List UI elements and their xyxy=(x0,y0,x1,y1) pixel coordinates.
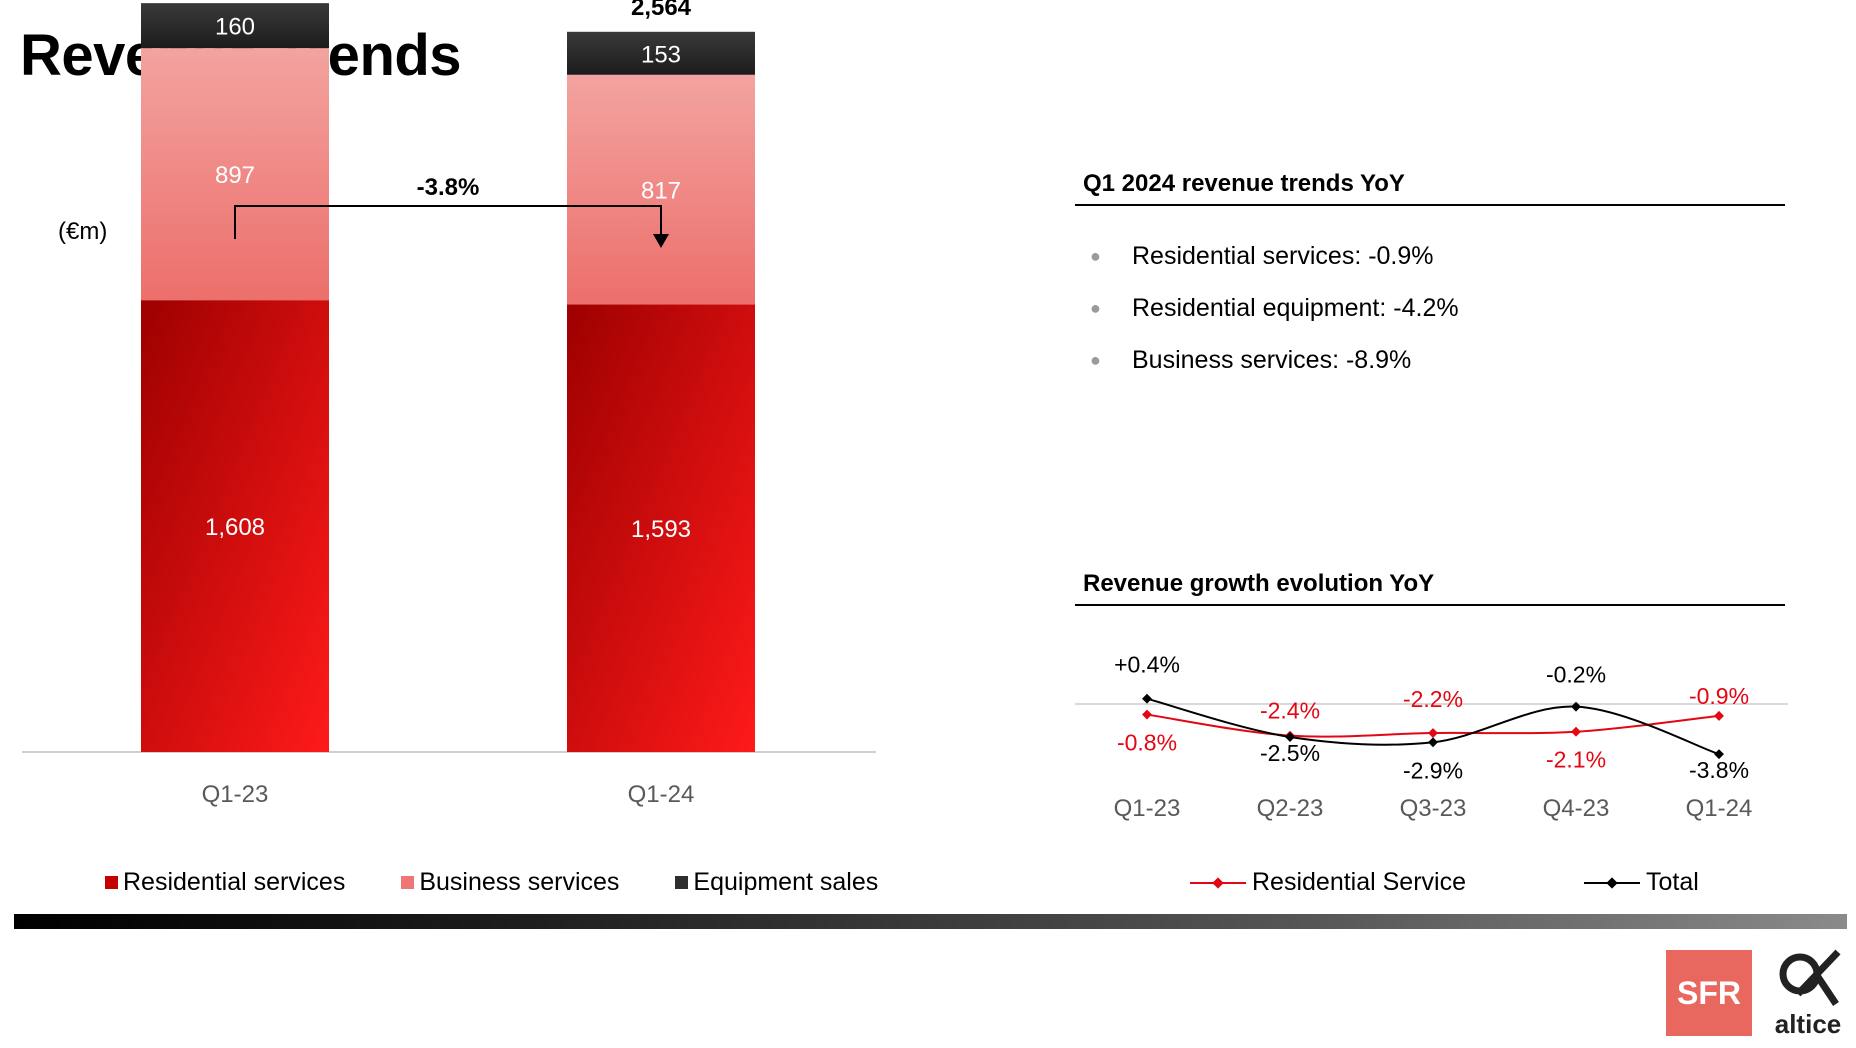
x-tick-label: Q4-23 xyxy=(1543,795,1610,822)
unit-label: (€m) xyxy=(58,218,107,245)
line-legend: Residential Service Total xyxy=(1190,868,1817,897)
data-label: 1,608 xyxy=(205,514,265,541)
bar-segment-residential xyxy=(567,304,755,752)
data-label: -2.4% xyxy=(1260,698,1320,724)
data-label: 897 xyxy=(215,162,255,189)
x-tick-label: Q1-24 xyxy=(1686,795,1753,822)
total-label: 2,564 xyxy=(631,0,692,21)
x-tick-label: Q3-23 xyxy=(1400,795,1467,822)
bar-legend: Residential services Business services E… xyxy=(105,868,934,897)
footer-gradient-bar xyxy=(14,914,1847,929)
data-label: -3.8% xyxy=(1689,757,1749,783)
change-arrow-icon xyxy=(653,234,669,248)
legend-swatch xyxy=(105,876,118,889)
growth-line-chart: -0.8% -2.4% -2.2% -2.1% -0.9% +0.4% -2.5% -2.9%… xyxy=(1075,652,1788,822)
legend-item-equipment: Equipment sales xyxy=(675,868,878,897)
data-label: 160 xyxy=(215,14,255,41)
growth-chart-title: Revenue growth evolution YoY xyxy=(1083,570,1435,597)
bullet-icon: ● xyxy=(1090,245,1101,266)
bar-segment-equipment xyxy=(567,31,755,75)
change-bracket xyxy=(234,205,662,239)
summary-bullets: ● Residential services: -0.9% ● Residentia… xyxy=(1090,230,1459,386)
data-point-marker xyxy=(1714,710,1724,721)
stacked-bar-chart: (€m)1,6088971602,665Q1-231,5938171532,56… xyxy=(22,0,876,808)
data-point-marker xyxy=(1571,726,1581,737)
data-point-marker xyxy=(1428,728,1438,738)
x-tick-label: Q1-23 xyxy=(1114,795,1181,822)
bullet-item: ● Business services: -8.9% xyxy=(1090,345,1412,374)
bar-segment-business xyxy=(141,48,329,301)
data-label: -0.2% xyxy=(1546,662,1606,688)
legend-item-residential: Residential services xyxy=(105,868,345,897)
data-label: -2.9% xyxy=(1403,757,1463,783)
data-label: -2.2% xyxy=(1403,686,1463,712)
data-point-marker xyxy=(1142,693,1152,704)
x-tick-label: Q1-23 xyxy=(202,781,269,808)
data-label: 817 xyxy=(641,178,681,205)
data-point-marker xyxy=(1714,749,1724,760)
data-label: +0.4% xyxy=(1114,652,1180,678)
bar-segment-equipment xyxy=(141,3,329,49)
legend-item-residential-service: Residential Service xyxy=(1190,868,1466,897)
legend-swatch xyxy=(675,876,689,889)
bullet-item: ● Residential services: -0.9% xyxy=(1090,241,1434,270)
x-tick-label: Q2-23 xyxy=(1257,795,1324,822)
data-label: 1,593 xyxy=(631,516,691,543)
legend-line-red-icon xyxy=(1190,876,1246,889)
data-label: -2.5% xyxy=(1260,740,1320,766)
summary-rule xyxy=(1075,204,1785,206)
legend-item-business: Business services xyxy=(401,868,619,897)
altice-symbol-icon xyxy=(1779,949,1841,1006)
data-label: -2.1% xyxy=(1546,747,1606,773)
altice-logo: altice xyxy=(1768,948,1848,1040)
legend-line-black-icon xyxy=(1584,876,1640,889)
bullet-icon: ● xyxy=(1090,349,1101,370)
data-point-marker xyxy=(1428,737,1438,748)
data-point-marker xyxy=(1285,732,1295,742)
data-point-marker xyxy=(1571,701,1581,712)
x-tick-label: Q1-24 xyxy=(628,781,695,808)
bar-segment-business xyxy=(567,74,755,305)
bullet-item: ● Residential equipment: -4.2% xyxy=(1090,293,1459,322)
data-label: -0.8% xyxy=(1117,730,1177,756)
change-label: -3.8% xyxy=(417,174,480,201)
growth-rule xyxy=(1075,604,1785,606)
summary-title: Q1 2024 revenue trends YoY xyxy=(1083,170,1405,197)
legend-swatch xyxy=(401,876,415,889)
data-label: 153 xyxy=(641,41,681,68)
bar-segment-residential xyxy=(141,300,329,752)
data-point-marker xyxy=(1142,709,1152,720)
bullet-icon: ● xyxy=(1090,297,1101,318)
data-label: -0.9% xyxy=(1689,683,1749,709)
sfr-logo: SFR xyxy=(1666,950,1752,1036)
legend-item-total: Total xyxy=(1584,868,1699,897)
